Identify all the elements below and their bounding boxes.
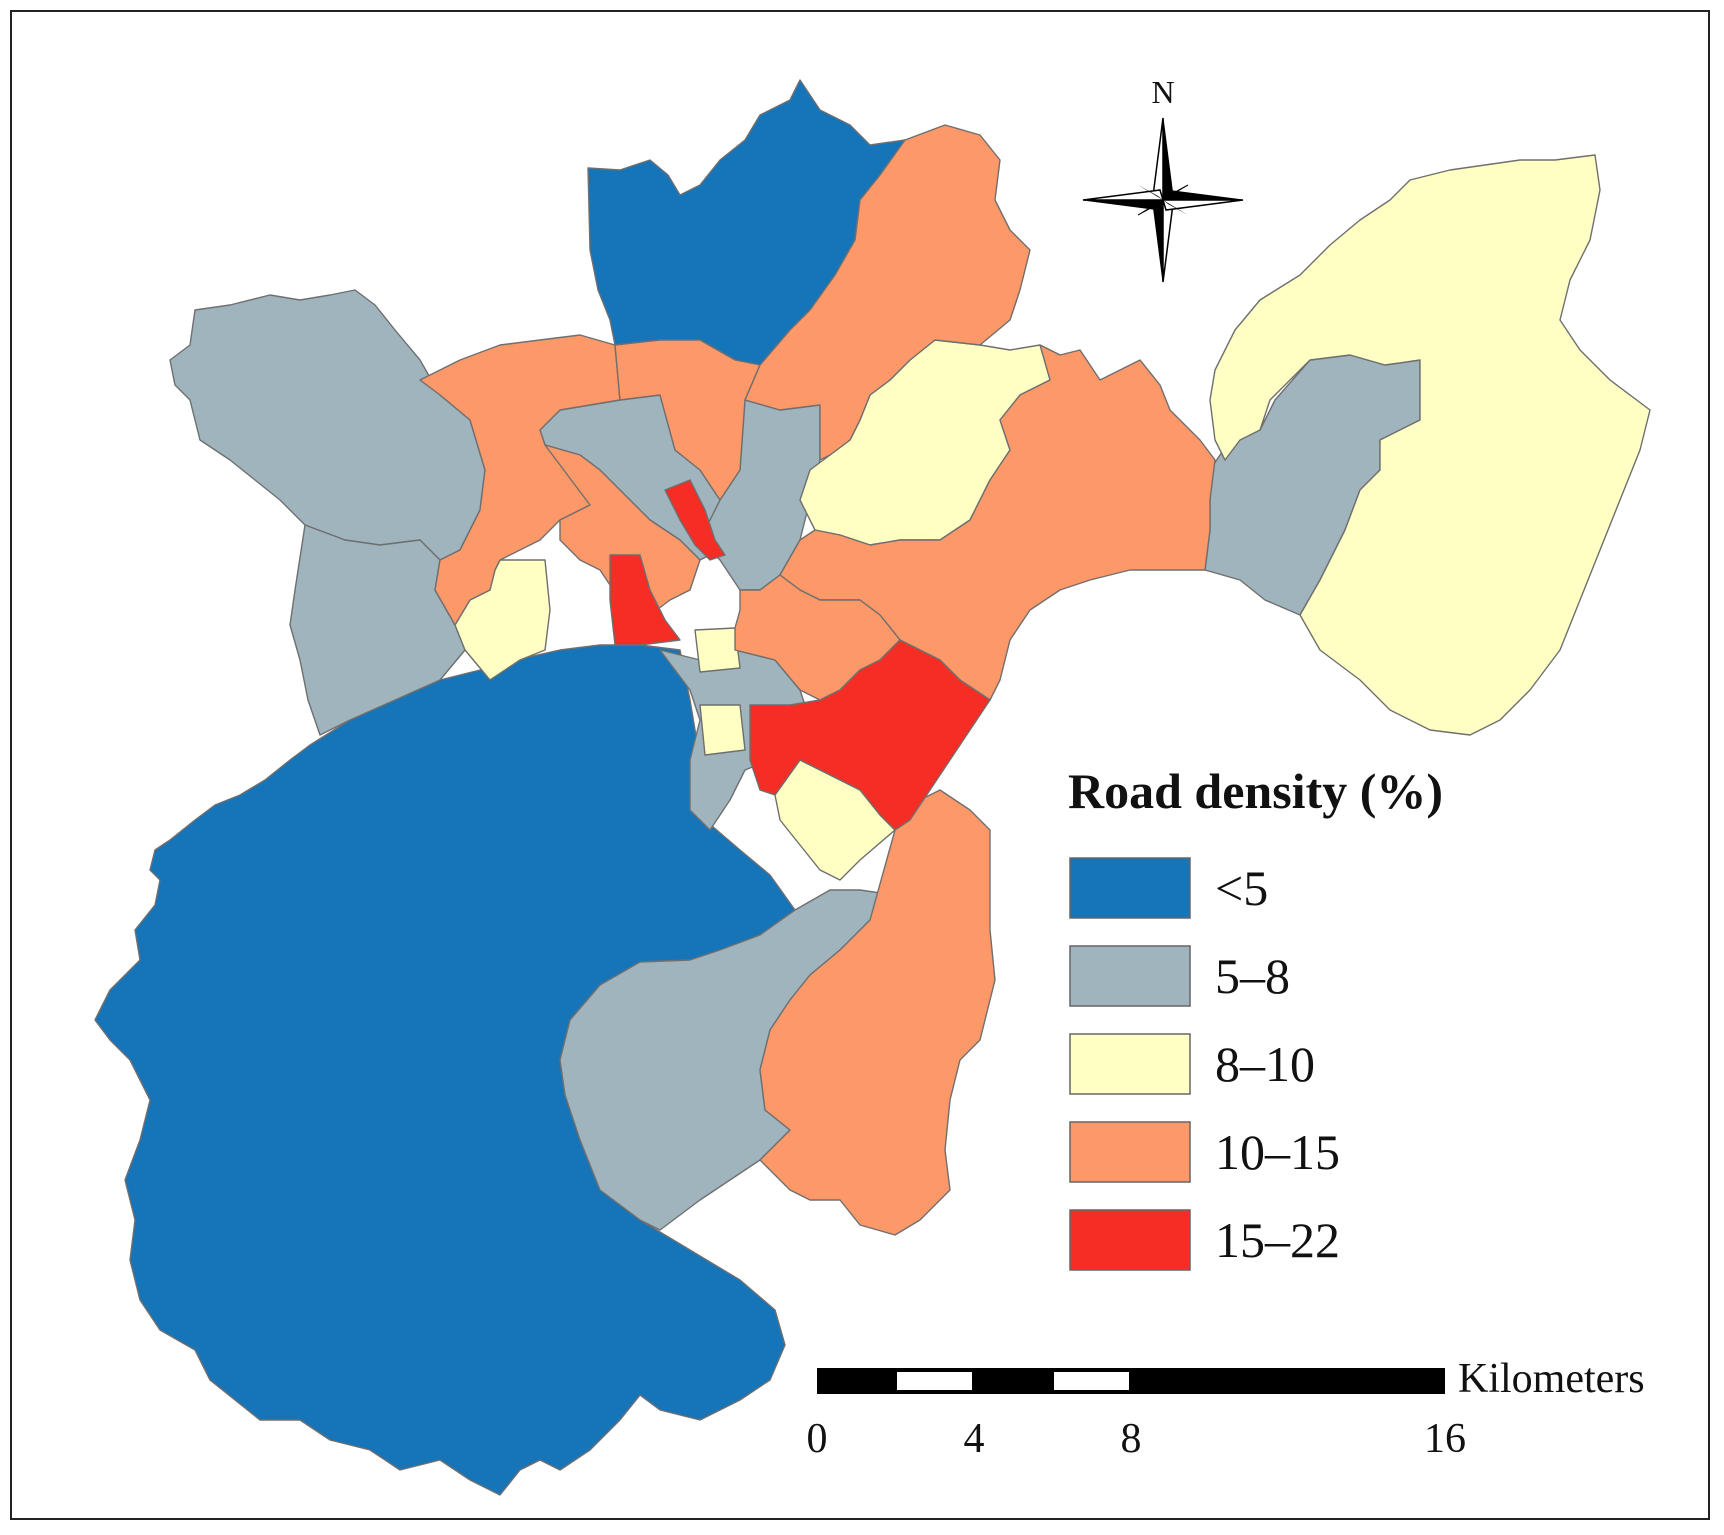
scale-tick-0: 0 bbox=[807, 1416, 828, 1462]
north-arrow-north-dark bbox=[1162, 117, 1174, 201]
class-15-22-districts bbox=[609, 479, 991, 831]
legend: Road density (%) <5 5–8 8–10 10–15 15–22 bbox=[1068, 763, 1443, 1271]
legend-swatch-lt5 bbox=[1069, 857, 1191, 919]
north-arrow-north-light bbox=[1152, 117, 1164, 202]
district-center-yellow-a[interactable] bbox=[694, 627, 741, 673]
scale-bar-segment-white-2 bbox=[1054, 1372, 1129, 1390]
legend-label-10-15: 10–15 bbox=[1215, 1124, 1340, 1180]
scale-tick-16: 16 bbox=[1424, 1416, 1466, 1462]
north-arrow-west-light bbox=[1082, 189, 1165, 201]
district-south-orange[interactable] bbox=[759, 789, 996, 1236]
north-arrow-east-light bbox=[1161, 199, 1244, 211]
north-arrow-nw-spike bbox=[1138, 185, 1163, 200]
scale-tick-4: 4 bbox=[964, 1416, 985, 1462]
district-west-grey[interactable] bbox=[289, 524, 466, 736]
north-arrow-sw-spike bbox=[1137, 199, 1164, 216]
class-8-10-districts bbox=[454, 154, 1651, 881]
district-center-yellow-b[interactable] bbox=[699, 704, 746, 756]
scale-bar-segment-white-1 bbox=[897, 1372, 972, 1390]
legend-label-15-22: 15–22 bbox=[1215, 1212, 1340, 1268]
north-arrow: N bbox=[1082, 74, 1244, 283]
district-red-north[interactable] bbox=[664, 479, 726, 561]
district-north-orange[interactable] bbox=[614, 339, 761, 501]
district-northwest-grey[interactable] bbox=[169, 289, 486, 561]
legend-title: Road density (%) bbox=[1068, 763, 1443, 819]
north-arrow-east-dark bbox=[1162, 189, 1244, 201]
north-arrow-ne-spike bbox=[1162, 184, 1189, 201]
legend-label-lt5: <5 bbox=[1215, 860, 1268, 916]
scale-bar-unit: Kilometers bbox=[1458, 1356, 1645, 1402]
legend-swatch-15-22 bbox=[1069, 1209, 1191, 1271]
district-northeast-yellow[interactable] bbox=[1209, 154, 1651, 736]
class-10-15-districts bbox=[419, 124, 1216, 1236]
district-north-central-orange[interactable] bbox=[744, 124, 1031, 461]
north-arrow-south-light bbox=[1162, 198, 1174, 283]
scale-bar: Kilometers 0 4 8 16 bbox=[807, 1356, 1645, 1462]
legend-swatch-8-10 bbox=[1069, 1033, 1191, 1095]
north-arrow-south-dark bbox=[1152, 199, 1164, 283]
legend-label-5-8: 5–8 bbox=[1215, 948, 1290, 1004]
scale-tick-8: 8 bbox=[1121, 1416, 1142, 1462]
legend-label-8-10: 8–10 bbox=[1215, 1036, 1315, 1092]
north-arrow-west-dark bbox=[1082, 199, 1164, 211]
north-label: N bbox=[1151, 74, 1174, 110]
legend-swatch-10-15 bbox=[1069, 1121, 1191, 1183]
legend-swatch-5-8 bbox=[1069, 945, 1191, 1007]
map-frame bbox=[10, 10, 1710, 1520]
district-center-orange-a[interactable] bbox=[544, 444, 701, 616]
district-red-southeast[interactable] bbox=[749, 639, 991, 831]
north-arrow-se-spike bbox=[1163, 200, 1188, 215]
district-red-west[interactable] bbox=[609, 554, 681, 646]
